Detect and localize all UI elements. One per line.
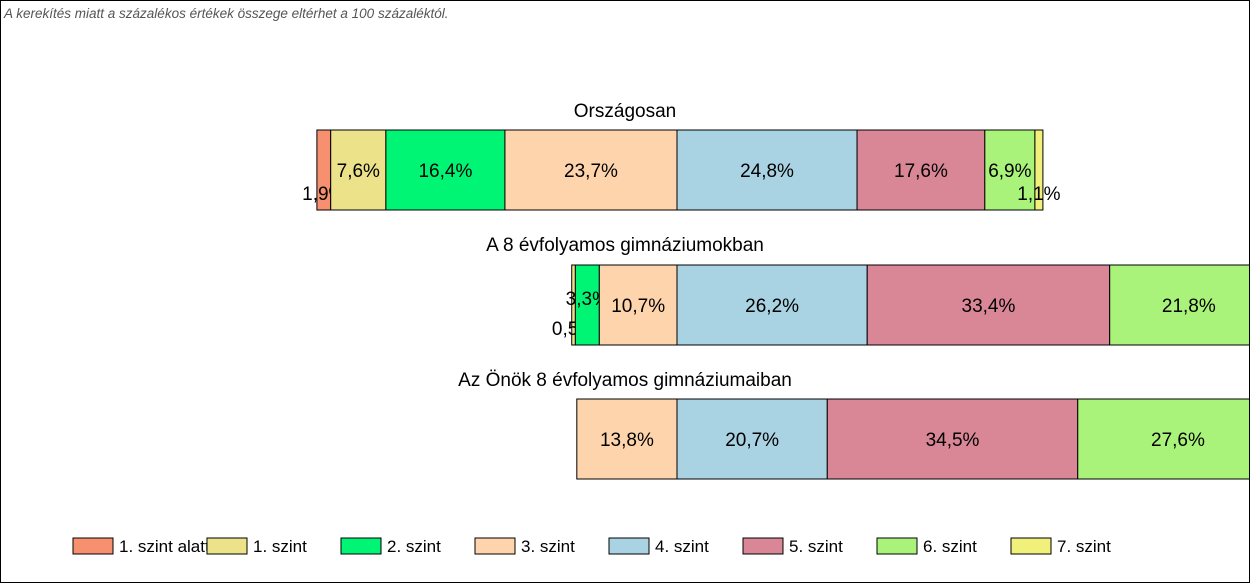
bar-segment — [676, 398, 828, 480]
bar-segment — [576, 398, 678, 480]
bar-title: Országosan — [574, 101, 676, 122]
legend-label: 2. szint — [387, 537, 441, 556]
legend-swatch — [72, 537, 114, 555]
legend-swatch — [474, 537, 516, 555]
legend-swatch — [1010, 537, 1052, 555]
segment-value-label: 34,5% — [926, 430, 980, 451]
bar-segment — [330, 129, 387, 211]
segment-value-label: 7,6% — [337, 161, 380, 182]
legend-label: 1. szint — [253, 537, 307, 556]
legend-swatch — [742, 537, 784, 555]
legend-swatch — [206, 537, 248, 555]
bar-segment — [598, 264, 678, 346]
bar-segment — [1109, 264, 1249, 346]
segment-value-label: 3,3% — [566, 289, 609, 310]
bar-segment — [1077, 398, 1249, 480]
legend-label: 6. szint — [923, 537, 977, 556]
segment-value-label: 13,8% — [600, 430, 654, 451]
rounding-note: A kerekítés miatt a százalékos értékek ö… — [4, 6, 449, 21]
bar-segment — [984, 129, 1036, 211]
segment-value-label: 17,6% — [894, 161, 948, 182]
legend-label: 7. szint — [1057, 537, 1111, 556]
legend-label: 3. szint — [521, 537, 575, 556]
legend-swatch — [876, 537, 918, 555]
bar-segment — [676, 264, 868, 346]
bar-segment — [504, 129, 678, 211]
segment-value-label: 27,6% — [1151, 430, 1205, 451]
legend-label: 5. szint — [789, 537, 843, 556]
segment-value-label: 24,8% — [740, 161, 794, 182]
segment-value-label: 6,9% — [988, 161, 1031, 182]
bar-title: A 8 évfolyamos gimnáziumokban — [486, 235, 764, 256]
bar-segment — [856, 129, 986, 211]
bar-title: Az Önök 8 évfolyamos gimnáziumaiban — [458, 370, 792, 391]
segment-value-label: 23,7% — [564, 161, 618, 182]
legend-label: 4. szint — [655, 537, 709, 556]
segment-value-label: 26,2% — [745, 296, 799, 317]
segment-value-label: 1,1% — [1017, 184, 1060, 205]
segment-value-label: 16,4% — [418, 161, 472, 182]
segment-value-label: 21,8% — [1162, 296, 1216, 317]
bar-segment — [385, 129, 506, 211]
bar-segment — [866, 264, 1111, 346]
bar-segment — [1034, 129, 1044, 211]
legend-swatch — [608, 537, 650, 555]
legend-swatch — [340, 537, 382, 555]
segment-value-label: 20,7% — [725, 430, 779, 451]
bar-segment — [826, 398, 1079, 480]
segment-value-label: 33,4% — [962, 296, 1016, 317]
segment-value-label: 10,7% — [611, 296, 665, 317]
legend-label: 1. szint alatti — [119, 537, 214, 556]
